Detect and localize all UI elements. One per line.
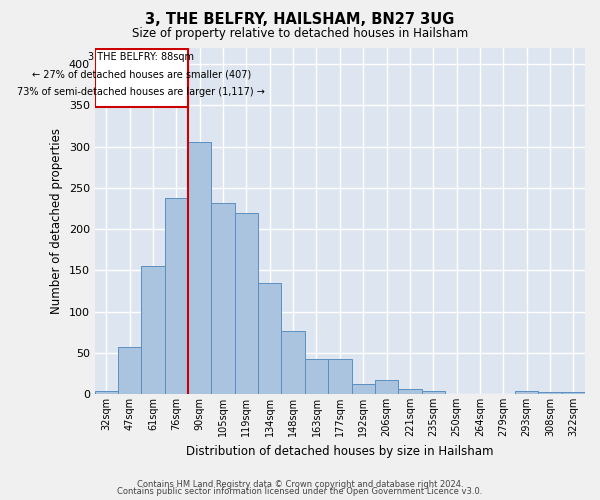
Bar (281, 332, 305, 394)
Bar (142, 266, 165, 394)
Bar (375, 380, 398, 394)
Bar (328, 358, 352, 394)
Text: 3, THE BELFRY, HAILSHAM, BN27 3UG: 3, THE BELFRY, HAILSHAM, BN27 3UG (145, 12, 455, 28)
X-axis label: Distribution of detached houses by size in Hailsham: Distribution of detached houses by size … (186, 444, 494, 458)
Bar (95, 49, 188, 107)
Bar (258, 284, 281, 394)
Text: ← 27% of detached houses are smaller (407): ← 27% of detached houses are smaller (40… (32, 69, 251, 79)
Bar (211, 204, 235, 394)
Bar (95, 390, 118, 394)
Text: 3 THE BELFRY: 88sqm: 3 THE BELFRY: 88sqm (88, 52, 194, 62)
Bar (515, 390, 538, 394)
Bar (118, 347, 142, 394)
Bar (562, 392, 585, 394)
Text: Contains HM Land Registry data © Crown copyright and database right 2024.: Contains HM Land Registry data © Crown c… (137, 480, 463, 489)
Bar (235, 214, 258, 394)
Bar (398, 389, 422, 394)
Text: Contains public sector information licensed under the Open Government Licence v3: Contains public sector information licen… (118, 488, 482, 496)
Bar (352, 384, 375, 394)
Bar (538, 392, 562, 394)
Bar (188, 142, 211, 394)
Text: 73% of semi-detached houses are larger (1,117) →: 73% of semi-detached houses are larger (… (17, 87, 265, 97)
Y-axis label: Number of detached properties: Number of detached properties (50, 128, 63, 314)
Bar (422, 390, 445, 394)
Bar (165, 198, 188, 394)
Text: Size of property relative to detached houses in Hailsham: Size of property relative to detached ho… (132, 28, 468, 40)
Bar (305, 360, 328, 394)
